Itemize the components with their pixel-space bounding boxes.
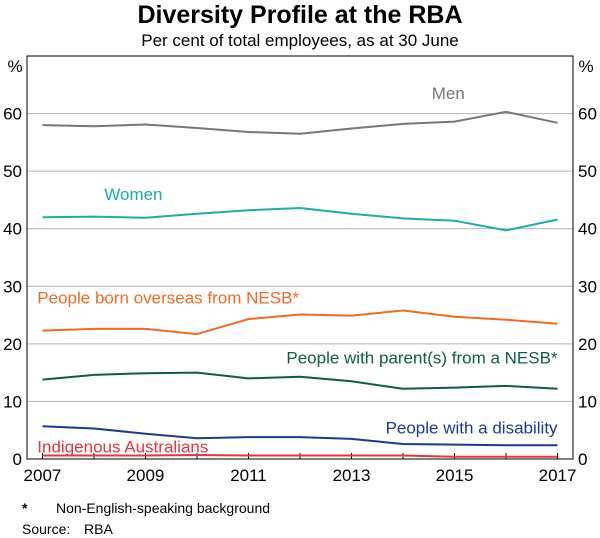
y-tick-label-right: 0 bbox=[578, 450, 587, 469]
footnote-symbol: * bbox=[22, 500, 28, 516]
x-tick-label: 2007 bbox=[24, 466, 62, 485]
source-text: RBA bbox=[84, 521, 113, 537]
series-label: Women bbox=[104, 185, 162, 204]
y-tick-label-left: 40 bbox=[3, 220, 22, 239]
y-axis-unit-left: % bbox=[7, 57, 22, 76]
y-tick-label-left: 0 bbox=[13, 450, 22, 469]
y-tick-label-left: 30 bbox=[3, 277, 22, 296]
y-tick-label-left: 20 bbox=[3, 335, 22, 354]
chart-subtitle: Per cent of total employees, as at 30 Ju… bbox=[141, 31, 459, 50]
y-tick-label-right: 30 bbox=[578, 277, 597, 296]
x-tick-label: 2015 bbox=[436, 466, 474, 485]
series-line bbox=[42, 425, 558, 447]
x-tick-label: 2009 bbox=[127, 466, 165, 485]
series-line bbox=[42, 371, 558, 390]
y-tick-label-left: 60 bbox=[3, 105, 22, 124]
chart-title: Diversity Profile at the RBA bbox=[137, 1, 463, 29]
series-label: People born overseas from NESB* bbox=[37, 289, 299, 308]
source-label: Source: bbox=[22, 521, 71, 537]
x-tick-label: 2013 bbox=[333, 466, 371, 485]
y-tick-label-right: 50 bbox=[578, 162, 597, 181]
series-line bbox=[42, 454, 558, 458]
y-tick-label-right: 40 bbox=[578, 220, 597, 239]
y-axis-unit-right: % bbox=[578, 57, 593, 76]
footnote-nesb: * Non-English-speaking background bbox=[22, 499, 270, 517]
series-label: People with parent(s) from a NESB* bbox=[286, 348, 558, 367]
y-tick-label-left: 10 bbox=[3, 392, 22, 411]
series-label: Indigenous Australians bbox=[37, 438, 208, 457]
plot-frame bbox=[26, 55, 574, 460]
y-tick-label-right: 10 bbox=[578, 392, 597, 411]
x-tick-label: 2017 bbox=[539, 466, 577, 485]
series-label: People with a disability bbox=[386, 419, 558, 438]
x-tick-label: 2011 bbox=[230, 466, 267, 485]
y-tick-label-right: 60 bbox=[578, 105, 597, 124]
y-tick-label-right: 20 bbox=[578, 335, 597, 354]
series-line bbox=[42, 207, 558, 232]
series-label: Men bbox=[432, 84, 465, 103]
y-tick-label-left: 50 bbox=[3, 162, 22, 181]
footnote-text: Non-English-speaking background bbox=[56, 500, 271, 516]
series-line bbox=[42, 110, 558, 135]
footnote-source: Source: RBA bbox=[22, 520, 113, 538]
series-line bbox=[42, 309, 558, 336]
